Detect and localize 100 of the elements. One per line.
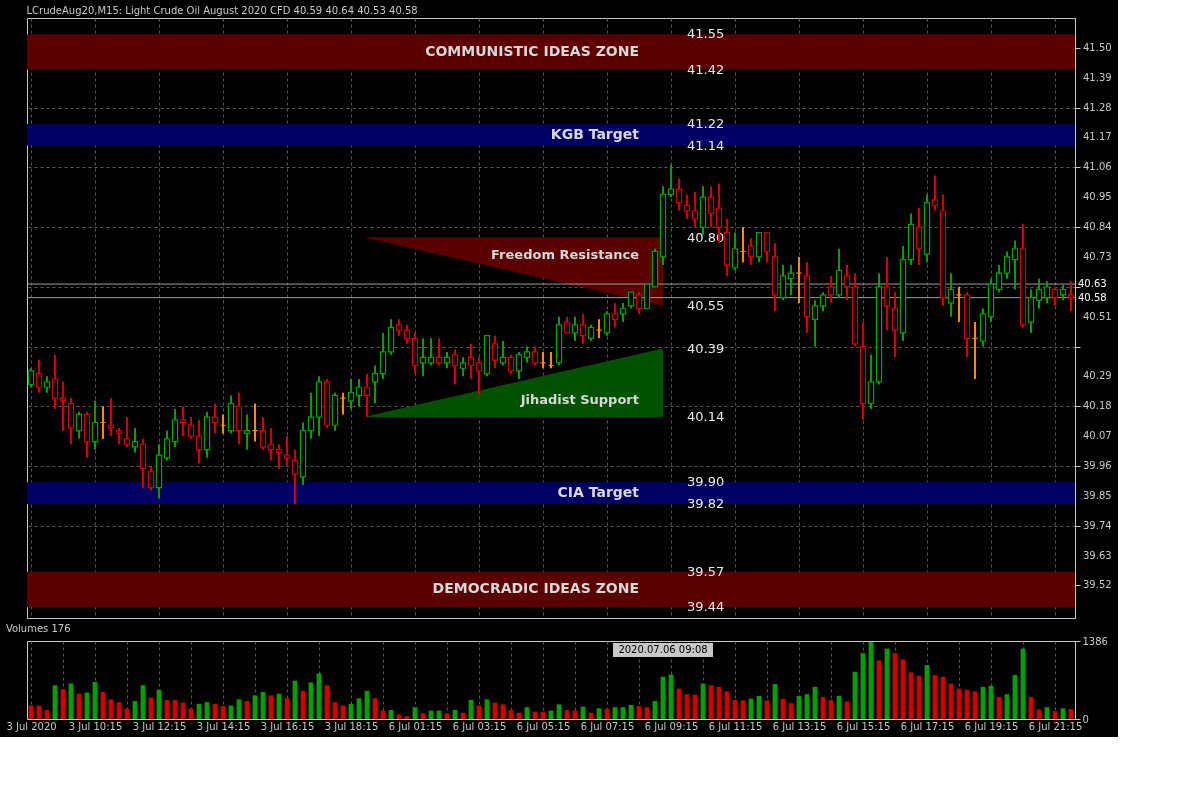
candlestick [475,356,483,397]
series-label: Freedom Resistance [491,246,640,262]
candlestick [379,331,387,381]
candlestick [59,380,67,432]
annotation: 41.42 [687,61,725,77]
y-tick-label: 39.96 [1083,459,1112,471]
band-label: DEMOCRADIC IDEAS ZONE [432,580,639,597]
candlestick [403,323,411,345]
candlestick [707,185,715,229]
y-tick-label: 41.06 [1083,161,1112,173]
candlestick [779,264,787,302]
candlestick [371,364,379,405]
candlestick [787,264,795,296]
candlestick [995,264,1003,294]
candlestick [195,418,203,465]
annotation: 41.55 [687,26,725,42]
annotation: 39.82 [687,495,725,511]
y-tick-label: 0 [1082,713,1089,725]
candlestick [1011,239,1019,291]
candlestick [267,426,275,462]
candlestick [259,416,267,451]
candlestick [811,299,819,348]
candlestick [123,416,131,448]
candlestick [147,464,155,492]
candlestick [603,310,611,337]
y-tick-label: 41.28 [1083,101,1112,113]
candlestick [107,397,115,438]
x-tick-label: 6 Jul 17:15 [900,720,955,732]
candlestick [499,340,507,367]
candlestick [675,177,683,212]
y-tick-label: 41.39 [1083,71,1112,83]
candlestick [579,312,587,345]
candlestick [883,255,891,332]
candlestick [187,416,195,440]
candlestick [491,334,499,370]
annotation: 40.39 [687,341,725,357]
y-tick-label: 40.95 [1083,191,1112,203]
candlestick [131,426,139,454]
candlestick [275,443,283,470]
x-tick-label: 6 Jul 11:15 [708,720,763,732]
annotation: 40.14 [687,409,725,425]
candlestick [515,350,523,381]
candlestick [611,302,619,329]
candlestick [307,391,315,440]
series-label: Jihadist Support [519,392,639,408]
x-tick-label: 6 Jul 09:15 [644,720,699,732]
annotation: 39.44 [687,599,725,615]
candlestick [211,402,219,435]
candlestick [635,291,643,315]
annotation: 39.90 [687,474,725,490]
candlestick [171,407,179,448]
x-tick-label: 6 Jul 07:15 [580,720,635,732]
x-tick-label: 3 Jul 12:15 [132,720,187,732]
candlestick [931,174,939,212]
candlestick [1043,280,1051,305]
y-tick-label: 39.52 [1083,579,1112,591]
x-tick-label: 3 Jul 10:15 [68,720,123,732]
candlestick [763,231,771,264]
candlestick [947,272,955,318]
candlestick [291,448,299,505]
candlestick [891,291,899,359]
candlestick [363,372,371,419]
annotation: 41.14 [687,137,725,153]
candlestick [955,285,963,324]
y-tick-label: 39.74 [1083,519,1112,531]
candlestick [451,348,459,386]
y-tick-label: 40.29 [1083,370,1112,382]
candlestick [827,274,835,305]
annotation: 2020.07.06 09:08 [618,644,708,655]
candlestick [467,342,475,381]
band-label: KGB Target [550,125,640,142]
y-tick-label: 1386 [1082,635,1108,647]
y-tick-label: 40.84 [1083,221,1112,233]
candlestick [1035,277,1043,310]
candlestick [75,410,83,440]
candlestick [731,231,739,272]
candlestick [507,353,515,375]
chart-title: Volumes 176 [5,623,71,634]
y-tick-label: 40.07 [1083,430,1112,442]
candlestick [27,367,35,389]
x-tick-label: 3 Jul 18:15 [324,720,379,732]
candlestick [915,207,923,267]
y-tick-label: 39.63 [1083,549,1112,561]
candlestick [531,345,539,367]
y-tick-label: 39.85 [1083,489,1112,501]
x-tick-label: 6 Jul 13:15 [772,720,827,732]
candlestick [459,356,467,378]
candlestick [419,337,427,378]
y-tick-label: 40.18 [1083,400,1112,412]
y-tick-label: 40.73 [1083,250,1112,262]
candlestick [283,435,291,467]
candlestick [691,190,699,229]
candlestick [163,429,171,462]
candlestick [179,405,187,438]
candlestick [619,302,627,324]
ref-line-label: 40.58 [1078,291,1107,303]
x-tick-label: 6 Jul 01:15 [388,720,443,732]
annotation: 39.57 [687,563,725,579]
band-label: CIA Target [557,484,640,501]
x-tick-label: 3 Jul 2020 [6,720,57,732]
